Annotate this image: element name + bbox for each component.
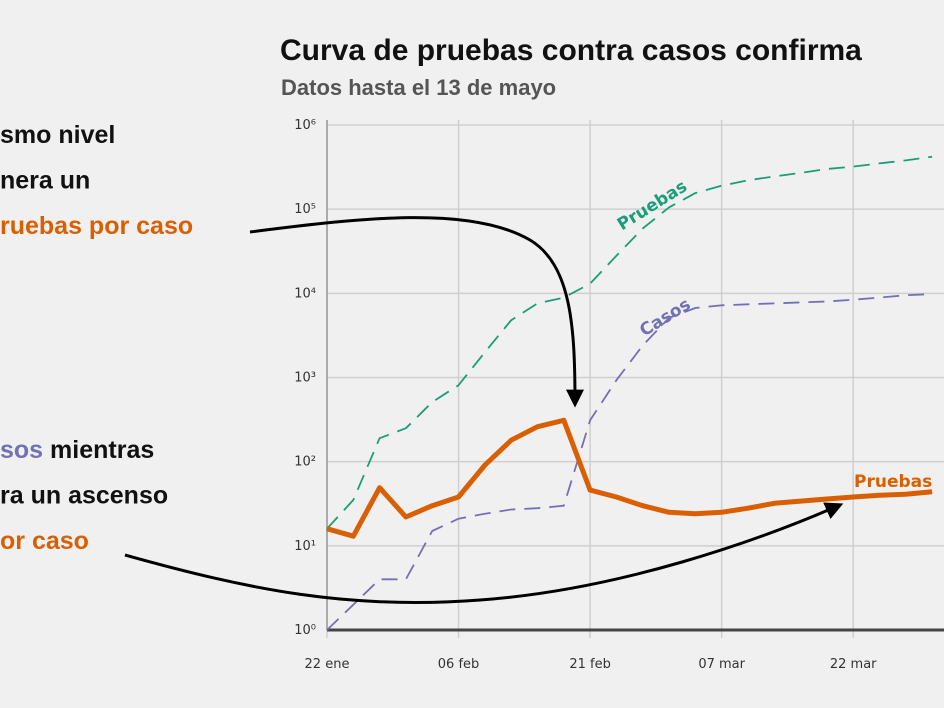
arrow <box>249 216 584 408</box>
annotation: nera un <box>0 167 90 195</box>
y-tick-label: 10⁴ <box>294 286 316 301</box>
annotation-part: ruebas por caso <box>0 212 193 240</box>
annotation-part: ra un ascenso <box>0 482 168 510</box>
annotation: smo nivel <box>0 121 115 149</box>
annotation-part: smo nivel <box>0 121 115 149</box>
x-tick-label: 22 ene <box>305 657 350 672</box>
chart-title: Curva de pruebas contra casos confirma <box>280 34 862 67</box>
annotations: smo nivel nera un ruebas por caso sos mient… <box>0 121 193 555</box>
series-line <box>326 417 933 539</box>
y-tick-label: 10⁵ <box>294 202 316 217</box>
annotation: or caso <box>0 527 89 555</box>
x-tick-label: 22 mar <box>830 657 877 672</box>
series-label: Pruebas <box>854 472 932 492</box>
y-tick-label: 10⁶ <box>294 118 316 133</box>
y-tick-label: 10³ <box>294 371 316 386</box>
annotation-part: nera un <box>0 167 90 195</box>
x-tick-label: 21 feb <box>569 657 611 672</box>
y-tick-label: 10⁰ <box>294 623 316 638</box>
x-tick-label: 06 feb <box>438 657 480 672</box>
annotation: sos mientras <box>0 436 154 464</box>
y-tick-label: 10² <box>294 455 316 470</box>
y-tick-label: 10¹ <box>294 539 316 554</box>
x-tick-label: 07 mar <box>698 657 745 672</box>
annotation: ruebas por caso <box>0 212 193 240</box>
annotation-part: or caso <box>0 527 89 555</box>
series-line <box>326 155 933 530</box>
annotation: ra un ascenso <box>0 482 168 510</box>
chart-subtitle: Datos hasta el 13 de mayo <box>281 75 556 100</box>
grid: 10⁰ 10¹ 10² 10³ 10⁴ 10⁵ 10⁶ 22 ene 06 feb 21 feb 0… <box>294 118 944 672</box>
annotation-part: mientras <box>43 436 154 464</box>
arrow <box>124 502 844 605</box>
annotation-part: sos <box>0 436 43 464</box>
